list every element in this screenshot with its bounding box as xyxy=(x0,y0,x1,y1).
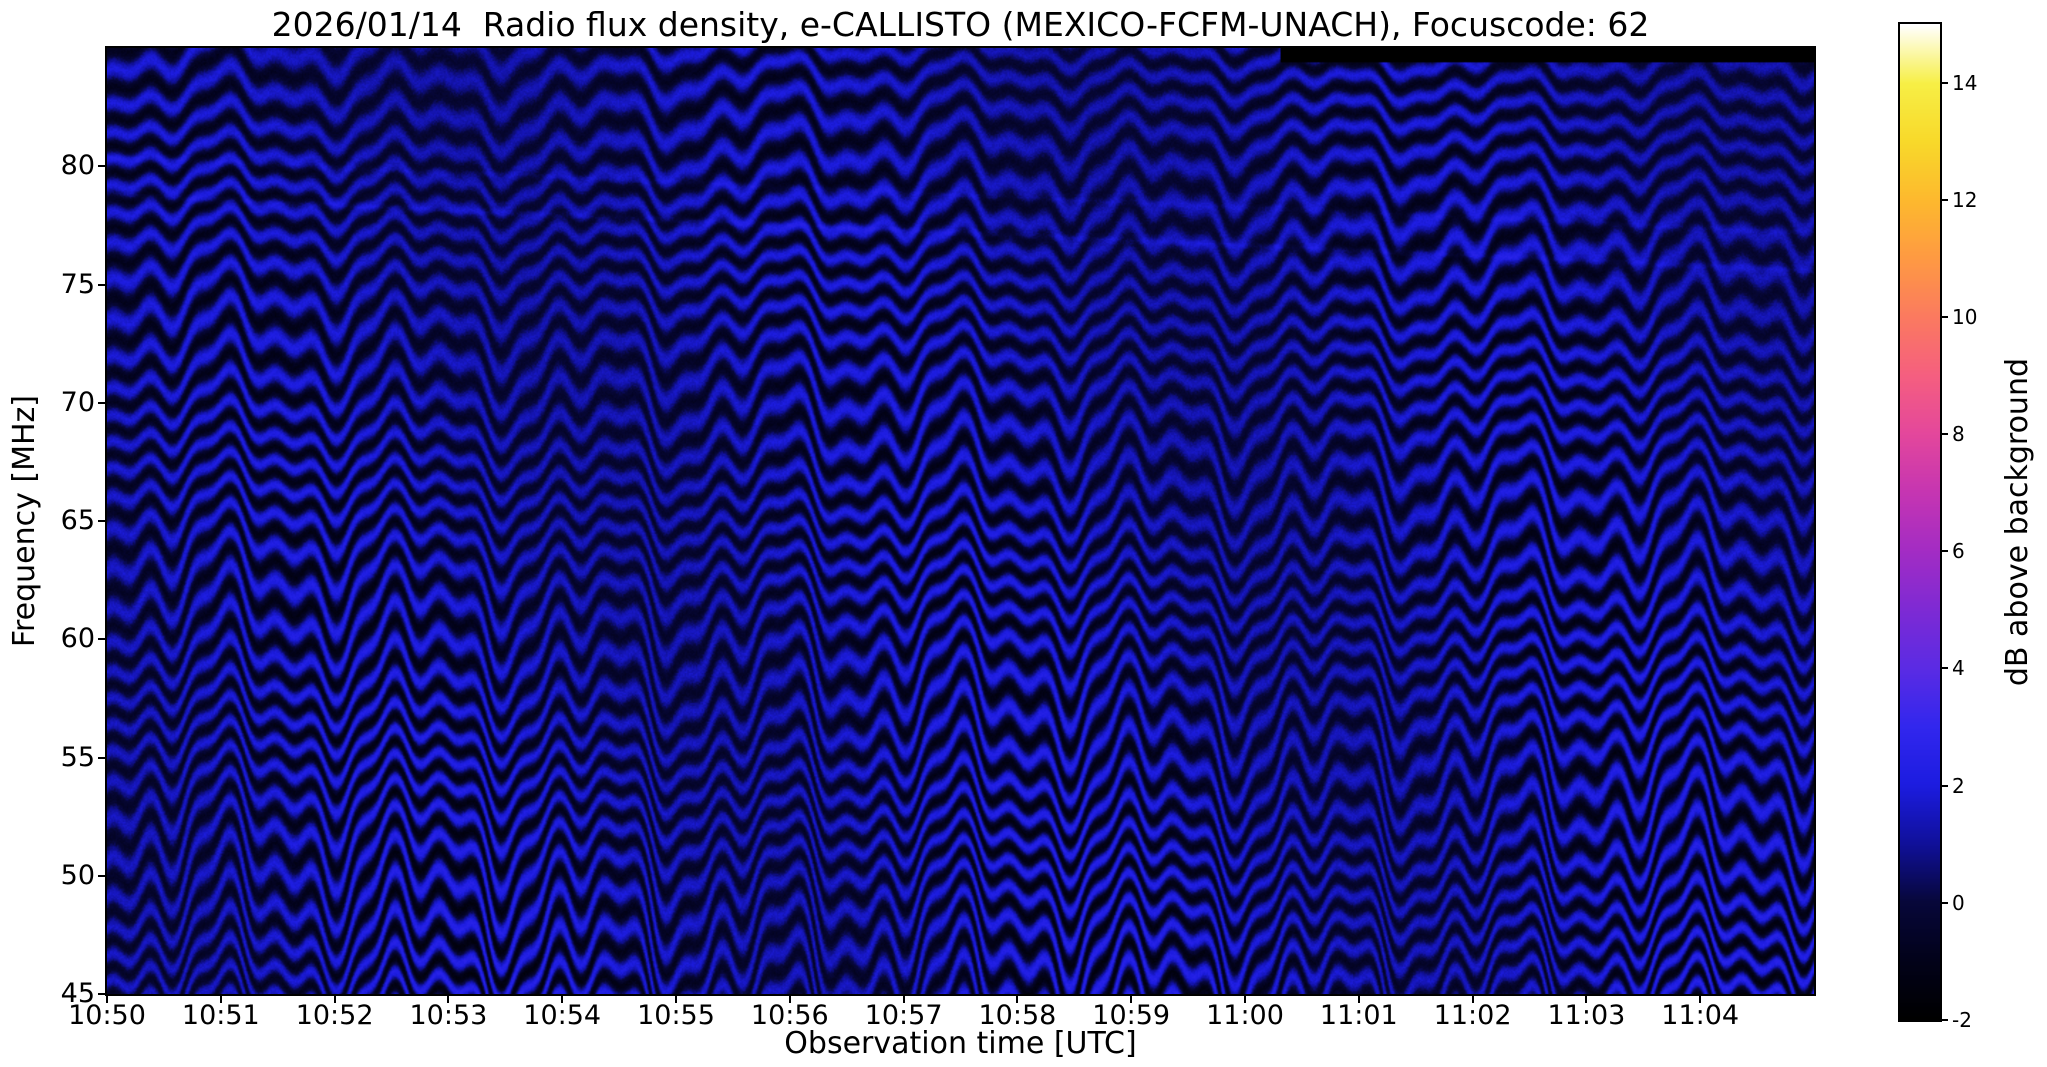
x-tick-mark xyxy=(1357,994,1360,1003)
x-tick-mark xyxy=(219,994,222,1003)
y-tick-mark xyxy=(98,874,107,877)
colorbar xyxy=(1900,24,1940,1020)
spectrogram-heatmap xyxy=(107,48,1814,994)
colorbar-label: dB above background xyxy=(1999,357,2035,687)
colorbar-tick-mark xyxy=(1940,784,1948,787)
chart-title: 2026/01/14 Radio flux density, e-CALLIST… xyxy=(271,5,1650,44)
colorbar-tick-label: 12 xyxy=(1952,187,1978,212)
colorbar-tick-label: 14 xyxy=(1952,70,1978,95)
colorbar-tick-mark xyxy=(1940,1019,1948,1021)
x-tick-mark xyxy=(447,994,450,1003)
x-tick-mark xyxy=(333,994,336,1003)
colorbar-tick-label: 4 xyxy=(1952,656,1965,681)
y-tick-mark xyxy=(98,638,107,641)
colorbar-tick-label: 0 xyxy=(1952,890,1965,915)
x-axis-label: Observation time [UTC] xyxy=(784,1026,1137,1061)
y-tick-mark xyxy=(98,520,107,522)
y-tick-mark xyxy=(98,401,107,404)
colorbar-tick-mark xyxy=(1940,667,1948,670)
x-tick-mark xyxy=(106,994,108,1003)
colorbar-tick-label: 8 xyxy=(1952,422,1965,447)
colorbar-tick-label: 10 xyxy=(1952,304,1978,329)
colorbar-tick-label: 6 xyxy=(1952,539,1965,564)
colorbar-tick-mark xyxy=(1940,81,1948,84)
x-tick-mark xyxy=(561,994,564,1003)
x-tick-mark xyxy=(1699,994,1702,1003)
colorbar-tick-mark xyxy=(1940,198,1948,201)
colorbar-tick-mark xyxy=(1940,901,1948,904)
y-tick-mark xyxy=(98,756,107,759)
y-axis-label: Frequency [MHz] xyxy=(6,394,42,648)
x-tick-mark xyxy=(1585,994,1588,1003)
colorbar-tick-label: 2 xyxy=(1952,773,1965,798)
x-tick-mark xyxy=(1471,994,1474,1003)
colorbar-label-wrap: dB above background xyxy=(1994,24,2040,1020)
y-tick-mark xyxy=(98,165,107,168)
y-tick-mark xyxy=(98,993,107,995)
x-tick-mark xyxy=(1016,994,1019,1003)
colorbar-tick-mark xyxy=(1940,315,1948,318)
x-tick-mark xyxy=(1244,994,1246,1003)
x-tick-mark xyxy=(675,994,677,1003)
x-tick-mark xyxy=(788,994,791,1003)
colorbar-tick-mark xyxy=(1940,550,1948,553)
colorbar-tick-label: -2 xyxy=(1952,1008,1972,1032)
x-tick-mark xyxy=(902,994,905,1003)
x-tick-mark xyxy=(1130,994,1133,1003)
y-tick-mark xyxy=(98,283,107,286)
y-axis-label-wrap: Frequency [MHz] xyxy=(4,48,44,994)
colorbar-tick-mark xyxy=(1940,433,1948,436)
